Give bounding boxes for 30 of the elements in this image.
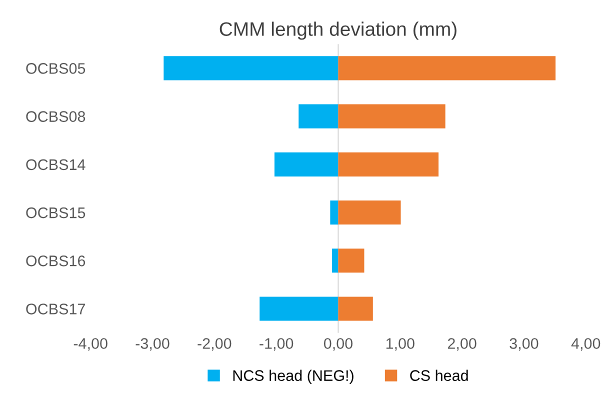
bar bbox=[338, 152, 439, 176]
bar bbox=[164, 56, 338, 80]
x-tick-label: 0,00 bbox=[324, 338, 353, 351]
x-tick-label: 1,00 bbox=[386, 338, 414, 351]
y-tick-label: OCBS16 bbox=[26, 256, 86, 266]
y-tick-label: OCBS08 bbox=[26, 111, 86, 122]
x-tick-label: 2,00 bbox=[448, 338, 476, 351]
bar bbox=[260, 296, 338, 321]
bar bbox=[338, 296, 373, 321]
legend-label: NCS head (NEG!) bbox=[233, 370, 354, 384]
y-tick-label: OCBS05 bbox=[26, 63, 86, 74]
bar bbox=[274, 152, 338, 176]
x-tick-label: -4,00 bbox=[74, 338, 108, 351]
x-tick-label: 4,00 bbox=[571, 338, 600, 351]
bar bbox=[298, 104, 338, 128]
chart-title: CMM length deviation (mm) bbox=[220, 22, 456, 40]
x-tick-label: -3,00 bbox=[136, 338, 170, 351]
x-tick-label: -2,00 bbox=[198, 338, 232, 351]
x-tick-label: 3,00 bbox=[510, 338, 538, 351]
y-tick-label: OCBS15 bbox=[26, 207, 86, 218]
bar bbox=[332, 248, 338, 273]
legend-label: CS head bbox=[410, 370, 468, 381]
y-tick-label: OCBS17 bbox=[26, 304, 85, 314]
y-tick-label: OCBS14 bbox=[26, 159, 86, 170]
bar bbox=[338, 248, 364, 273]
bar bbox=[338, 200, 401, 225]
bar bbox=[330, 200, 338, 225]
bar bbox=[338, 104, 446, 128]
x-tick-label: -1,00 bbox=[260, 338, 294, 351]
bar bbox=[338, 56, 556, 80]
